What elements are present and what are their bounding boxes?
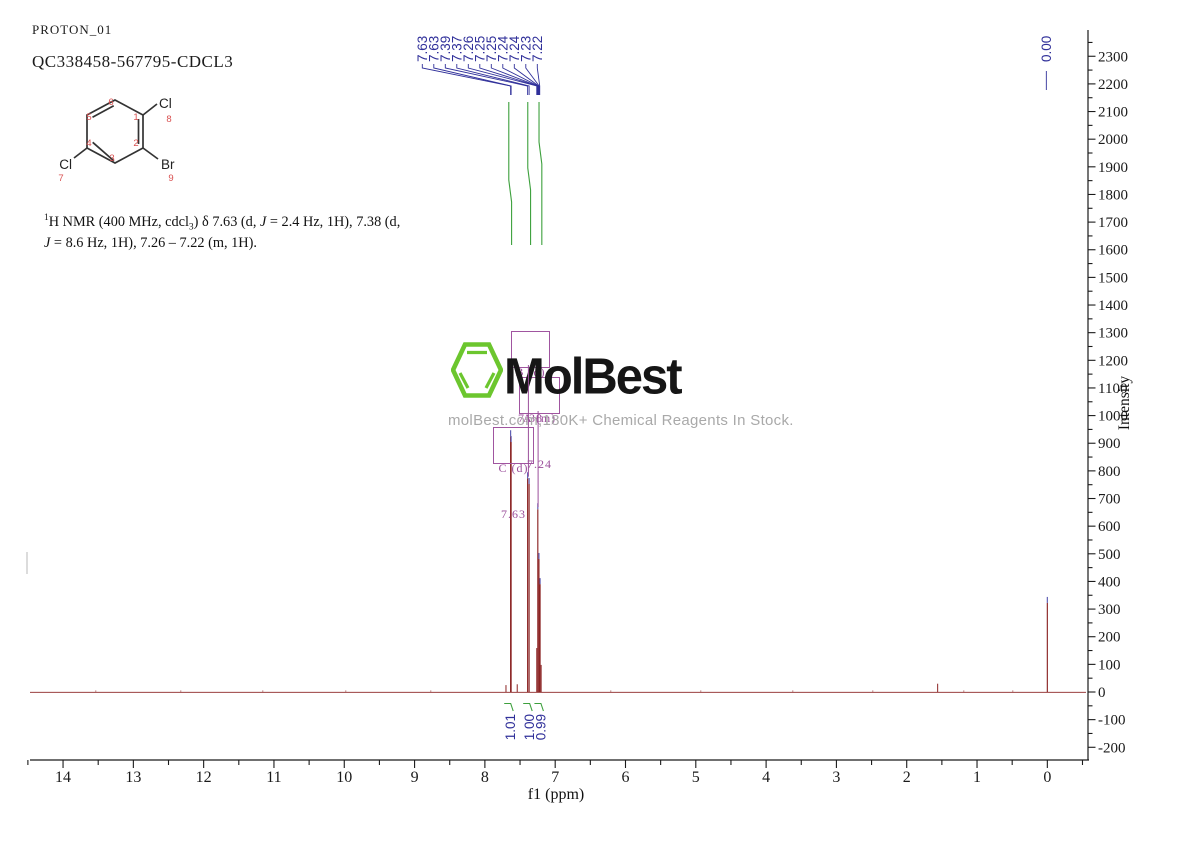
svg-text:1400: 1400 (1098, 298, 1128, 314)
svg-text:600: 600 (1098, 519, 1121, 535)
svg-text:1200: 1200 (1098, 353, 1128, 369)
svg-text:-200: -200 (1098, 740, 1126, 756)
substituent-cl-top: Cl (159, 96, 172, 111)
svg-text:1900: 1900 (1098, 160, 1128, 176)
svg-text:2200: 2200 (1098, 77, 1128, 93)
svg-text:700: 700 (1098, 492, 1121, 508)
svg-text:3: 3 (109, 153, 114, 164)
y-axis: 2300220021002000190018001700160015001400… (1087, 30, 1128, 760)
svg-text:0.99: 0.99 (533, 714, 548, 740)
svg-text:1800: 1800 (1098, 187, 1128, 203)
svg-text:0: 0 (1043, 769, 1051, 786)
svg-text:900: 900 (1098, 436, 1121, 452)
svg-text:12: 12 (196, 769, 212, 786)
svg-text:2000: 2000 (1098, 132, 1128, 148)
svg-text:7.24: 7.24 (507, 35, 522, 62)
svg-text:7.23: 7.23 (519, 36, 534, 62)
svg-text:7.39: 7.39 (438, 36, 453, 62)
svg-text:800: 800 (1098, 464, 1121, 480)
svg-text:6: 6 (621, 769, 629, 786)
x-axis: 14 13 12 11 10 9 8 7 6 5 4 3 2 1 0 (27, 759, 1089, 786)
svg-text:1000: 1000 (1098, 409, 1128, 425)
svg-text:4: 4 (762, 769, 770, 786)
spectrum-baseline (26, 552, 1086, 693)
svg-text:200: 200 (1098, 630, 1121, 646)
x-axis-title: f1 (ppm) (527, 786, 585, 803)
integral-labels: 1.01 1.000.99 (503, 702, 548, 740)
svg-text:5: 5 (692, 769, 700, 786)
caption-superscript: 1 (44, 213, 49, 223)
svg-text:7.25: 7.25 (484, 36, 499, 62)
svg-text:2: 2 (903, 769, 911, 786)
atom-numbers: 1 2 3 4 5 6 8 9 7 (58, 97, 173, 184)
multiplet-box-C: C (d) 7.63 (493, 427, 534, 521)
svg-text:2: 2 (133, 138, 138, 149)
svg-text:7.26: 7.26 (461, 36, 476, 62)
experiment-name: PROTON_01 (32, 22, 113, 37)
spectrum-peaks (505, 430, 1048, 693)
svg-text:1600: 1600 (1098, 243, 1128, 259)
svg-text:2100: 2100 (1098, 105, 1128, 121)
svg-text:6: 6 (108, 97, 113, 108)
multiplet-box-A: A (m) 7.24 (519, 377, 560, 471)
svg-text:7: 7 (58, 173, 63, 184)
svg-text:1: 1 (973, 769, 981, 786)
benzene-ring (73, 99, 159, 164)
svg-text:0.00: 0.00 (1039, 36, 1054, 62)
substituent-cl-bottom: Cl (59, 157, 72, 172)
svg-text:13: 13 (125, 769, 141, 786)
svg-text:500: 500 (1098, 547, 1121, 563)
svg-text:7.25: 7.25 (473, 36, 488, 62)
molecule-structure: Cl Br Cl 1 2 3 4 5 6 8 9 7 (58, 96, 175, 184)
y-axis-title: Intensity (1116, 375, 1133, 431)
svg-text:7: 7 (551, 769, 559, 786)
svg-text:8: 8 (481, 769, 489, 786)
svg-text:1300: 1300 (1098, 326, 1128, 342)
svg-text:7.22: 7.22 (530, 36, 545, 62)
svg-text:9: 9 (168, 173, 173, 184)
svg-text:8: 8 (166, 114, 171, 125)
svg-text:400: 400 (1098, 574, 1121, 590)
sample-id: QC338458-567795-CDCL3 (32, 52, 234, 71)
svg-text:7.24: 7.24 (496, 35, 511, 62)
svg-text:7.37: 7.37 (450, 36, 465, 62)
svg-text:10: 10 (336, 769, 352, 786)
svg-text:1.00: 1.00 (522, 714, 537, 740)
substituent-br: Br (161, 157, 175, 172)
integral-curves (508, 102, 543, 245)
multiplet-box-B: B (d) 7.38 (511, 331, 550, 425)
svg-text:1700: 1700 (1098, 215, 1128, 231)
svg-text:3: 3 (832, 769, 840, 786)
svg-text:9: 9 (411, 769, 419, 786)
svg-text:7.63: 7.63 (427, 36, 442, 62)
svg-text:7.63: 7.63 (415, 36, 430, 62)
svg-text:1500: 1500 (1098, 270, 1128, 286)
svg-text:300: 300 (1098, 602, 1121, 618)
caption-subscript: 3 (188, 222, 194, 233)
svg-text:100: 100 (1098, 657, 1121, 673)
svg-text:4: 4 (86, 138, 91, 149)
svg-text:0: 0 (1098, 685, 1106, 701)
nmr-assignment-text: 1H NMR (400 MHz, cdcl3) δ 7.63 (d, J = 2… (44, 213, 401, 252)
svg-text:-100: -100 (1098, 713, 1126, 729)
svg-text:1100: 1100 (1098, 381, 1127, 397)
svg-text:2300: 2300 (1098, 49, 1128, 65)
svg-text:1.01: 1.01 (503, 714, 518, 740)
svg-text:5: 5 (86, 112, 91, 123)
peak-pick-labels: 7.637.637.397.377.267.257.257.247.247.23… (415, 35, 1054, 95)
svg-text:11: 11 (266, 769, 281, 786)
svg-text:14: 14 (55, 769, 71, 786)
svg-text:1: 1 (133, 112, 138, 123)
